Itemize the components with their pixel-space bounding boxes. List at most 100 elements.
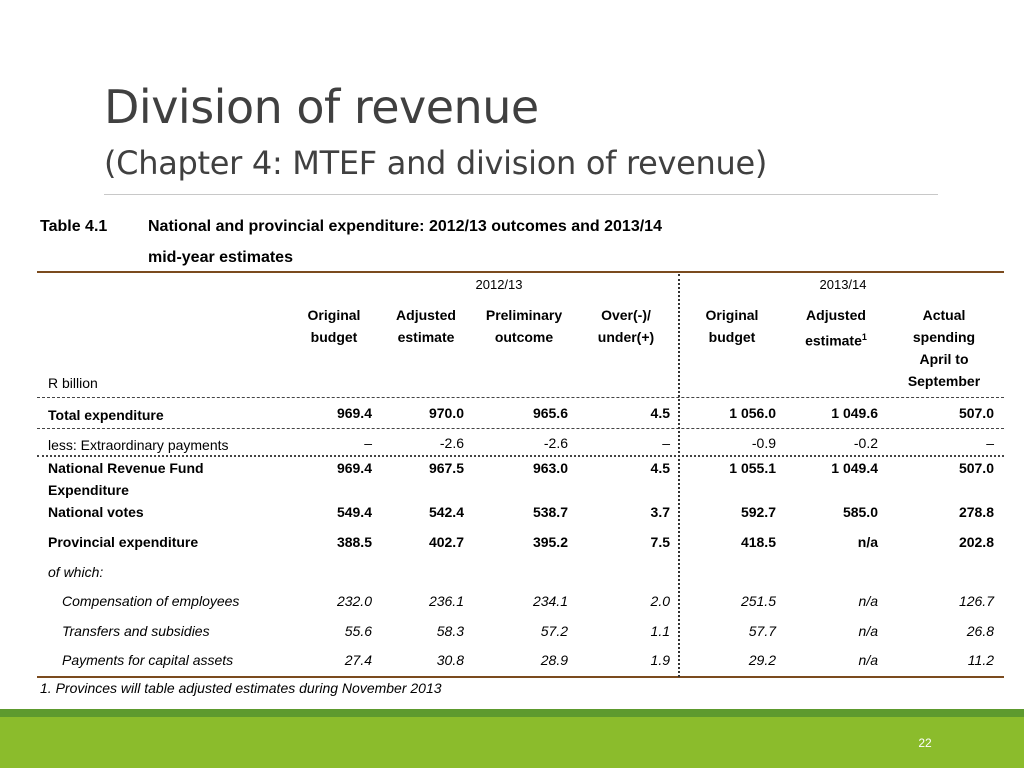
col-adjusted-estimate-2013: Adjusted estimate1 [786, 304, 886, 352]
table-cell: 549.4 [336, 504, 372, 520]
table-cell: 126.7 [958, 593, 994, 609]
table-cell: 55.6 [344, 623, 372, 639]
col-line2: budget [708, 329, 756, 345]
col-line3: April to [919, 351, 969, 367]
table-bottom-rule [37, 676, 1004, 678]
row-label: Total expenditure [48, 407, 164, 423]
col-line2-wrap: estimate1 [786, 326, 886, 352]
table-cell: 30.8 [436, 652, 464, 668]
table-cell: 251.5 [740, 593, 776, 609]
table-cell: -0.2 [853, 435, 878, 451]
table-cell: 7.5 [650, 534, 670, 550]
table-cell: 29.2 [748, 652, 776, 668]
row-label: Provincial expenditure [48, 534, 199, 550]
table-cell: n/a [857, 534, 878, 550]
table-cell: 4.5 [650, 460, 670, 476]
table-cell: 58.3 [436, 623, 464, 639]
table-cell: 965.6 [532, 405, 568, 421]
col-line1: Adjusted [806, 307, 866, 323]
table-cell: 1 049.6 [831, 405, 878, 421]
table-cell: 969.4 [336, 460, 372, 476]
table-cell: – [364, 435, 372, 451]
table-cell: 542.4 [428, 504, 464, 520]
table-cell: 26.8 [966, 623, 994, 639]
table-cell: 402.7 [428, 534, 464, 550]
table-cell: – [662, 435, 670, 451]
table-cell: 27.4 [344, 652, 372, 668]
table-cell: 1 049.4 [831, 460, 878, 476]
table-cell: 963.0 [532, 460, 568, 476]
period-divider [678, 274, 680, 677]
row-label: Payments for capital assets [62, 652, 234, 668]
page-number: 22 [918, 736, 932, 750]
table-cell: 28.9 [540, 652, 568, 668]
title-divider [104, 194, 938, 195]
table-cell: 234.1 [532, 593, 568, 609]
table-cell: 507.0 [958, 405, 994, 421]
row-label: Compensation of employees [62, 593, 240, 609]
col-line1: Actual [922, 307, 966, 323]
table-cell: -0.9 [751, 435, 776, 451]
table-cell: 4.5 [650, 405, 670, 421]
row-label: less: Extraordinary payments [48, 437, 229, 453]
col-line2: estimate [805, 332, 862, 349]
footer-band [0, 717, 1024, 768]
table-cell: 232.0 [336, 593, 372, 609]
table-cell: 388.5 [336, 534, 372, 550]
table-cell: 418.5 [740, 534, 776, 550]
table-cell: 278.8 [958, 504, 994, 520]
period-2013-14: 2013/14 [819, 277, 867, 292]
table-cell: 592.7 [740, 504, 776, 520]
col-original-budget-2012: Original budget [288, 304, 380, 348]
col-line1: Adjusted [396, 307, 456, 323]
table-cell: 2.0 [650, 593, 670, 609]
table-cell: 57.2 [540, 623, 568, 639]
col-preliminary-outcome: Preliminary outcome [472, 304, 576, 348]
table-cell: 585.0 [842, 504, 878, 520]
table-cell: 969.4 [336, 405, 372, 421]
table-caption: Table 4.1 National and provincial expendi… [40, 216, 662, 266]
unit-label: R billion [48, 375, 98, 391]
table-cell: -2.6 [439, 435, 464, 451]
row-label: National votes [48, 504, 144, 520]
table-caption-line2: mid-year estimates [148, 249, 293, 266]
col-line1: Over(-)/ [601, 307, 651, 323]
table-cell: 11.2 [967, 652, 994, 668]
table-cell: – [986, 435, 994, 451]
col-line1: Preliminary [485, 307, 563, 323]
table-cell: 1.1 [650, 623, 670, 639]
table-cell: n/a [858, 652, 878, 668]
slide-title: Division of revenue [104, 80, 539, 134]
table-caption-label: Table 4.1 [40, 218, 108, 235]
table-cell: 1 056.0 [729, 405, 776, 421]
col-line2: under(+) [597, 329, 655, 345]
row-label-line2: Expenditure [48, 482, 129, 498]
col-line2: budget [310, 329, 358, 345]
col-line1: Original [705, 307, 759, 323]
col-line2: spending [912, 329, 976, 345]
footnote-marker: 1 [861, 332, 867, 342]
row-separator-thick [37, 455, 1004, 457]
col-line1: Original [307, 307, 361, 323]
col-original-budget-2013: Original budget [686, 304, 778, 348]
table-cell: n/a [858, 623, 878, 639]
col-adjusted-estimate-2012: Adjusted estimate [380, 304, 472, 348]
col-line2: outcome [494, 329, 554, 345]
table-cell: 395.2 [532, 534, 568, 550]
footer-band-dark [0, 709, 1024, 717]
table-cell: 202.8 [958, 534, 994, 550]
row-label: National Revenue Fund Expenditure [48, 457, 204, 501]
header-bottom-rule [37, 397, 1004, 398]
row-label: Transfers and subsidies [62, 623, 210, 639]
table-cell: 57.7 [748, 623, 776, 639]
table-cell: 507.0 [958, 460, 994, 476]
table-footnote: 1. Provinces will table adjusted estimat… [40, 680, 442, 696]
row-label: of which: [48, 564, 104, 580]
table-top-rule [37, 271, 1004, 273]
table-cell: 3.7 [650, 504, 670, 520]
table-cell: 538.7 [532, 504, 568, 520]
table-cell: 1 055.1 [729, 460, 776, 476]
col-line4: September [907, 373, 981, 389]
table-cell: 970.0 [428, 405, 464, 421]
table-cell: 1.9 [650, 652, 670, 668]
